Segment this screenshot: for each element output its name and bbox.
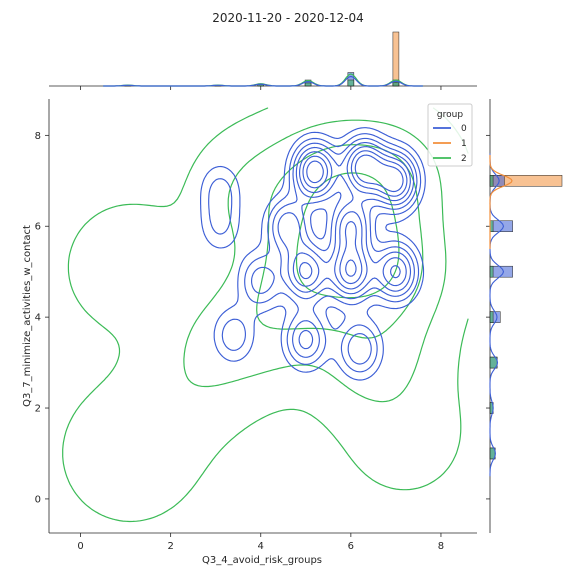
kde-contour-group-0 [200,127,426,381]
top-marginal-kde-group-0 [103,75,423,87]
y-tick-label: 6 [35,222,41,233]
y-axis-label: Q3_7_minimize_activities_w_contact [22,225,33,407]
x-tick-label: 0 [77,541,83,552]
top-marginal-bar-group-2 [304,82,312,87]
legend: group 0 1 2 [427,103,473,167]
kde-contours [62,107,469,523]
y-tick-label: 2 [35,404,41,415]
kde-contour-group-0 [292,146,411,290]
axes: 0 2 4 6 8 0 2 4 6 8 [35,99,477,552]
top-marginal-histogram [49,31,477,90]
kde-contour-group-0 [306,154,404,277]
x-tick-label: 6 [348,541,354,552]
legend-entry-2: 2 [461,154,467,164]
x-tick-label: 2 [167,541,173,552]
right-marginal-bar-group-2 [489,265,494,278]
kde-contour-group-0 [251,137,418,365]
y-tick-label: 0 [35,494,41,505]
x-tick-label: 4 [258,541,264,552]
right-marginal-histogram [486,99,563,533]
legend-frame [427,103,473,167]
top-marginal-bar-group-2 [347,79,355,87]
y-tick-label: 8 [35,131,41,142]
legend-entry-1: 1 [461,139,467,149]
y-tick-label: 4 [35,313,41,324]
x-axis-label: Q3_4_avoid_risk_groups [202,555,322,566]
kde-contour-group-2 [62,107,469,523]
kde-contour-group-0 [208,133,422,373]
kde-contour-group-2 [295,172,400,299]
right-marginal-bar-group-2 [489,175,494,187]
right-marginal-bar-group-2 [489,311,494,323]
x-tick-label: 8 [438,541,444,552]
top-marginal-bar-group-1 [392,31,400,87]
top-marginal-bar-group-2 [392,82,400,87]
kde-contour-group-0 [299,150,408,285]
legend-entry-0: 0 [461,124,467,134]
kde-contour-group-0 [277,142,415,350]
right-marginal-kde-group-1 [489,154,513,249]
chart-title: 2020-11-20 - 2020-12-04 [212,11,363,25]
legend-title: group [437,110,463,120]
main-kde-plot: 0 2 4 6 8 0 2 4 6 8 [35,99,477,552]
